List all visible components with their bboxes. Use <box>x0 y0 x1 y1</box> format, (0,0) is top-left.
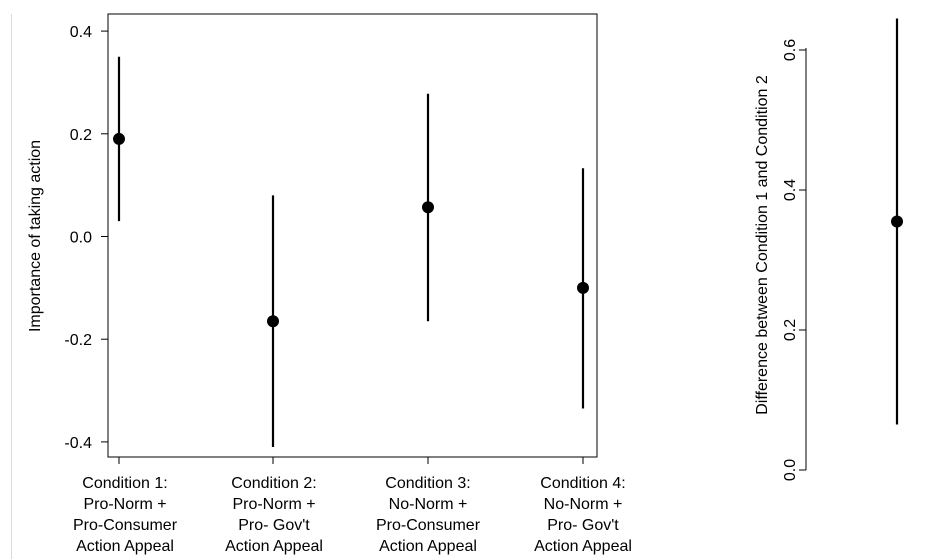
y-tick-label: 0.4 <box>70 24 92 41</box>
point-estimate <box>422 201 434 214</box>
y-axis-ticks: 0.4 0.2 0.0 -0.2 -0.4 <box>64 24 108 452</box>
category-label-line: No-Norm + <box>389 496 468 513</box>
y-axis-label: Importance of taking action <box>27 140 44 332</box>
y-tick-label: 0.6 <box>782 39 799 61</box>
category-label-line: Pro-Norm + <box>232 496 315 513</box>
category-label-line: Pro- Gov't <box>238 517 310 534</box>
y-tick-label: 0.2 <box>782 319 799 341</box>
category-label-line: Pro-Consumer <box>376 517 481 534</box>
point-estimate <box>267 315 279 328</box>
category-label-line: Pro- Gov't <box>547 517 619 534</box>
category-label-line: Condition 1: <box>82 475 167 492</box>
y-axis-label: Difference between Condition 1 and Condi… <box>754 75 771 415</box>
category-label-line: Condition 4: <box>540 475 625 492</box>
category-label-line: Action Appeal <box>225 538 323 555</box>
category-label-line: Action Appeal <box>379 538 477 555</box>
y-tick-label: 0.4 <box>782 179 799 201</box>
category-label-line: Condition 3: <box>385 475 470 492</box>
y-tick-label: 0.2 <box>70 127 92 144</box>
difference-chart: 0.0 0.2 0.4 0.6 Difference between Conditio… <box>754 18 903 481</box>
y-tick-label: 0.0 <box>70 230 92 247</box>
category-label-line: Action Appeal <box>76 538 174 555</box>
point-estimate <box>113 132 125 145</box>
y-tick-label: -0.2 <box>64 332 92 349</box>
y-tick-label: -0.4 <box>64 435 92 452</box>
category-label-line: No-Norm + <box>544 496 623 513</box>
y-axis-ticks: 0.0 0.2 0.4 0.6 <box>782 39 806 481</box>
category-label-line: Pro-Consumer <box>73 517 178 534</box>
category-label-line: Action Appeal <box>534 538 632 555</box>
point-estimate <box>577 281 589 294</box>
category-label-line: Condition 2: <box>231 475 316 492</box>
category-label-line: Pro-Norm + <box>83 496 166 513</box>
plot-frame <box>107 13 598 458</box>
main-chart: 0.4 0.2 0.0 -0.2 -0.4 Importance of taking a… <box>27 13 632 555</box>
y-tick-label: 0.0 <box>782 459 799 481</box>
x-axis-categories: Condition 1: Pro-Norm + Pro-Consumer Action… <box>73 457 632 555</box>
data-marks <box>891 18 903 425</box>
data-marks <box>113 56 589 448</box>
left-edge-line <box>11 14 12 559</box>
point-estimate <box>891 215 903 228</box>
